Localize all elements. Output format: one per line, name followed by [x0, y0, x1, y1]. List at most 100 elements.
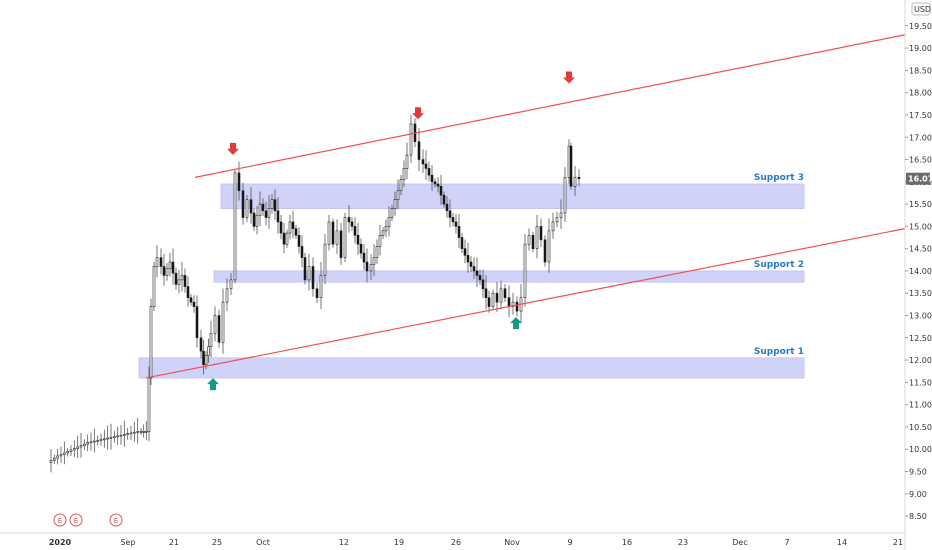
candle-body	[221, 301, 225, 343]
candle-body	[147, 377, 151, 432]
candle-body	[393, 199, 397, 209]
candle-body	[390, 208, 394, 218]
earnings-badge[interactable]	[109, 513, 123, 527]
candle-body	[189, 297, 193, 303]
candle-body	[252, 212, 256, 227]
candle-body	[282, 232, 286, 245]
support-arrow-icon[interactable]	[510, 317, 522, 330]
candle-body	[387, 217, 391, 227]
resistance-arrow-icon[interactable]	[563, 71, 575, 84]
support-zone[interactable]	[138, 357, 805, 379]
candle-body	[66, 451, 69, 454]
support-zone-label: Support 2	[754, 260, 804, 270]
candle-body	[152, 266, 156, 307]
candle-body	[559, 212, 563, 218]
candle-body	[445, 203, 449, 212]
candle-body	[472, 266, 476, 272]
candle-body	[405, 154, 409, 169]
support-zone[interactable]	[213, 270, 805, 283]
candle-body	[551, 221, 555, 232]
candle-body	[543, 239, 547, 263]
candle-body	[442, 194, 446, 205]
last-price-badge	[906, 172, 930, 185]
earnings-badge[interactable]	[69, 513, 83, 527]
candle-body	[174, 272, 178, 285]
candle-body	[261, 203, 265, 212]
last-price-label: 16.07	[908, 175, 932, 184]
candle-body	[369, 263, 373, 272]
price-tick-label: 18.00	[909, 89, 932, 98]
candle-body	[96, 440, 99, 442]
candle-body	[213, 315, 217, 334]
candle-body	[276, 210, 280, 223]
upper-channel-line[interactable]	[194, 34, 906, 178]
time-tick-label: 2020	[49, 538, 72, 547]
candle-body	[430, 174, 434, 183]
candle-body	[359, 243, 363, 254]
candle-body	[469, 261, 473, 267]
candle-body	[285, 232, 289, 245]
candle-body	[204, 355, 208, 365]
candle-body	[484, 288, 488, 298]
candle-body	[237, 172, 241, 192]
candle-body	[503, 288, 507, 298]
time-tick-label: 14	[837, 538, 847, 547]
candle-body	[569, 145, 573, 187]
candle-body	[168, 261, 172, 270]
candle-body	[507, 297, 511, 307]
candle-body	[439, 185, 443, 196]
lower-channel-line[interactable]	[145, 228, 906, 379]
candle-body	[103, 438, 106, 441]
candle-body	[460, 237, 464, 249]
currency-badge[interactable]	[911, 2, 931, 16]
resistance-arrow-icon[interactable]	[412, 107, 424, 120]
time-tick-label: 12	[339, 538, 349, 547]
candle-body	[177, 279, 181, 285]
candle-body	[448, 210, 452, 218]
candle-body	[291, 221, 295, 229]
candle-body	[454, 221, 458, 227]
candle-body	[396, 190, 400, 200]
candle-body	[93, 440, 96, 443]
candle-body	[427, 168, 431, 176]
candle-body	[523, 243, 527, 298]
candle-body	[491, 292, 495, 307]
candle-body	[527, 235, 531, 245]
support-arrow-icon[interactable]	[207, 378, 219, 391]
candle-body	[409, 123, 413, 156]
candle-body	[229, 279, 233, 290]
price-tick-label: 12.00	[909, 356, 932, 365]
candle-body	[79, 445, 83, 448]
price-tick-label: 18.50	[909, 66, 932, 75]
candle-body	[255, 214, 259, 227]
candle-body	[563, 177, 567, 214]
candle-body	[421, 159, 425, 165]
candle-body	[116, 435, 119, 438]
candle-body	[249, 199, 253, 214]
candle-body	[481, 279, 485, 290]
price-tick-label: 10.50	[909, 423, 932, 432]
candle-body	[142, 431, 145, 433]
candle-body	[339, 230, 343, 258]
candle-body	[209, 333, 213, 348]
candle-body	[89, 441, 93, 444]
candle-body	[99, 439, 103, 441]
time-tick-label: Sep	[120, 538, 135, 547]
candle-body	[192, 301, 196, 307]
time-tick-label: 16	[622, 538, 632, 547]
currency-label: USD	[914, 5, 931, 14]
candle-body	[327, 221, 331, 245]
candle-body	[241, 190, 245, 218]
candle-body	[433, 181, 437, 185]
price-tick-label: 17.50	[909, 111, 932, 120]
candle-body	[362, 252, 366, 263]
candle-body	[73, 448, 76, 451]
price-tick-label: 14.00	[909, 267, 932, 276]
resistance-arrow-icon[interactable]	[227, 142, 239, 155]
candle-body	[475, 270, 479, 276]
earnings-badge[interactable]	[53, 513, 67, 527]
price-tick-label: 12.50	[909, 334, 932, 343]
support-zone[interactable]	[220, 183, 805, 210]
